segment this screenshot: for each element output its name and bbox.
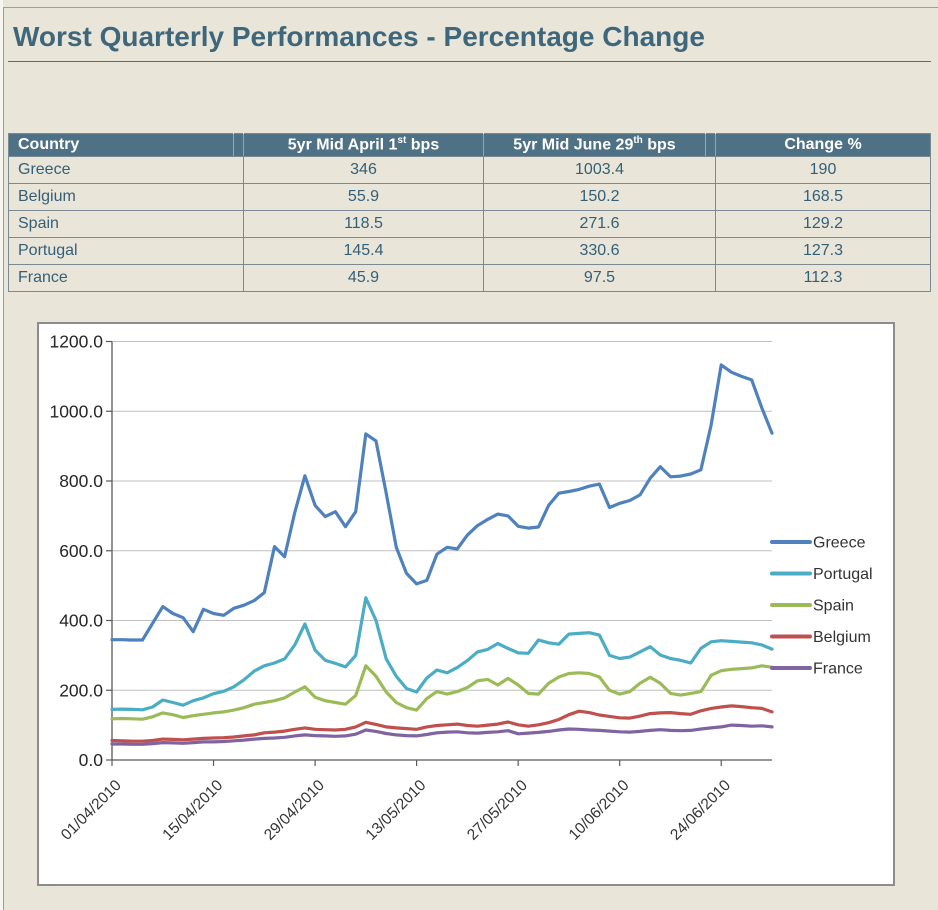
table-row: France 45.9 97.5 112.3	[8, 264, 931, 292]
table-body: Greece 346 1003.4 190 Belgium 55.9 150.2 168.5 S…	[8, 156, 931, 292]
june-value-cell: 150.2	[483, 183, 716, 211]
x-axis-label: 10/06/2010	[566, 777, 633, 844]
chart-svg: 0.0 200.0 400.0 600.0 800.0 1000.0 1200.0 01/04…	[49, 332, 873, 844]
column-header-country: Country	[8, 133, 234, 157]
chart-panel: 0.0 200.0 400.0 600.0 800.0 1000.0 1200.0 01/04…	[37, 322, 895, 886]
june-value-cell: 1003.4	[483, 156, 716, 184]
country-cell: Spain	[8, 210, 244, 238]
change-value-cell: 127.3	[715, 237, 931, 265]
y-axis-label: 200.0	[59, 680, 103, 700]
top-border-line	[3, 7, 938, 8]
change-value-cell: 129.2	[715, 210, 931, 238]
table-row: Greece 346 1003.4 190	[8, 156, 931, 184]
april-value-cell: 346	[243, 156, 484, 184]
april-value-cell: 45.9	[243, 264, 484, 292]
x-axis-label: 24/06/2010	[667, 777, 734, 844]
x-axis-label: 27/05/2010	[464, 777, 531, 844]
legend-label-portugal: Portugal	[813, 566, 873, 583]
change-value-cell: 112.3	[715, 264, 931, 292]
column-header-change: Change %	[715, 133, 931, 157]
legend-label-greece: Greece	[813, 535, 866, 552]
header-spacer	[233, 133, 244, 157]
country-cell: Greece	[8, 156, 244, 184]
country-cell: France	[8, 264, 244, 292]
y-axis-label: 0.0	[79, 750, 104, 770]
country-cell: Belgium	[8, 183, 244, 211]
x-axis-label: 01/04/2010	[58, 777, 125, 844]
column-header-june: 5yr Mid June 29th bps	[483, 133, 706, 157]
series-line-greece	[110, 363, 774, 642]
x-axis-label: 13/05/2010	[363, 777, 430, 844]
table-row: Portugal 145.4 330.6 127.3	[8, 237, 931, 265]
y-axis-label: 1000.0	[49, 401, 103, 421]
y-axis-label: 400.0	[59, 611, 103, 631]
series-line-belgium	[110, 704, 774, 743]
y-axis-label: 1200.0	[49, 332, 103, 352]
june-value-cell: 271.6	[483, 210, 716, 238]
series-line-portugal	[110, 596, 774, 712]
column-header-april: 5yr Mid April 1st bps	[243, 133, 484, 157]
legend-label-belgium: Belgium	[813, 629, 871, 646]
left-border-line	[3, 7, 4, 910]
april-value-cell: 118.5	[243, 210, 484, 238]
y-axis-label: 800.0	[59, 471, 103, 491]
june-value-cell: 330.6	[483, 237, 716, 265]
series-line-france	[110, 723, 774, 746]
header-spacer	[705, 133, 716, 157]
performance-table: Country 5yr Mid April 1st bps 5yr Mid Ju…	[8, 133, 931, 292]
table-row: Spain 118.5 271.6 129.2	[8, 210, 931, 238]
legend-label-france: France	[813, 661, 863, 678]
change-value-cell: 168.5	[715, 183, 931, 211]
y-axis-label: 600.0	[59, 541, 103, 561]
left-edge-strip	[0, 0, 3, 910]
april-value-cell: 145.4	[243, 237, 484, 265]
change-value-cell: 190	[715, 156, 931, 184]
page-title: Worst Quarterly Performances - Percentag…	[13, 21, 705, 52]
series-line-spain	[110, 664, 774, 721]
x-axis-label: 29/04/2010	[261, 777, 328, 844]
title-divider	[8, 61, 931, 62]
june-value-cell: 97.5	[483, 264, 716, 292]
x-axis-label: 15/04/2010	[159, 777, 226, 844]
april-value-cell: 55.9	[243, 183, 484, 211]
table-header-row: Country 5yr Mid April 1st bps 5yr Mid Ju…	[8, 133, 931, 157]
country-cell: Portugal	[8, 237, 244, 265]
legend-label-spain: Spain	[813, 598, 854, 615]
table-row: Belgium 55.9 150.2 168.5	[8, 183, 931, 211]
